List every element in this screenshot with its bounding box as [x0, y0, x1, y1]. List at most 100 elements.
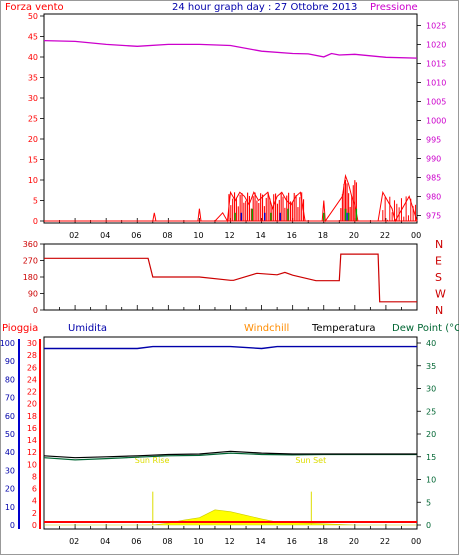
sunset-label: Sun Set: [295, 456, 326, 465]
sunrise-label: Sun Rise: [135, 456, 170, 465]
x-tick-label: 22: [380, 537, 390, 546]
dir-compass-label: N: [435, 238, 443, 251]
rain-tick-label: 8: [32, 472, 37, 481]
y-left-tick-label: 25: [28, 115, 38, 124]
y-left-tick-label: 35: [28, 74, 38, 83]
series-temperature-line: [43, 450, 417, 459]
humidity-tick-label: 0: [10, 521, 15, 530]
y-left-tick-label: 30: [28, 94, 38, 103]
label-dewpoint: Dew Point (°C: [392, 323, 459, 334]
rain-tick-label: 10: [27, 460, 37, 469]
x-tick-label: 20: [349, 231, 359, 240]
rain-tick-label: 24: [27, 375, 37, 384]
temp-tick-label: 15: [426, 453, 436, 462]
dir-y-tick-label: 0: [33, 306, 38, 315]
rain-tick-label: 4: [32, 497, 37, 506]
y-left-tick-label: 20: [28, 135, 38, 144]
header-title: 24 hour graph day : 27 Ottobre 2013: [172, 2, 357, 13]
x-tick-label: 04: [100, 537, 110, 546]
rain-tick-label: 2: [32, 509, 37, 518]
rain-tick-label: 14: [27, 436, 37, 445]
rain-tick-label: 28: [27, 351, 37, 360]
humidity-tick-label: 60: [5, 412, 15, 421]
humidity-tick-label: 90: [5, 357, 15, 366]
x-tick-label: 18: [318, 537, 328, 546]
rain-tick-label: 20: [27, 400, 37, 409]
y-left-tick-label: 45: [28, 33, 38, 42]
dir-compass-label: S: [435, 271, 442, 284]
label-pioggia: Pioggia: [2, 323, 38, 334]
y-right-tick-label: 990: [426, 154, 441, 163]
x-tick-label: 12: [225, 231, 235, 240]
humidity-tick-label: 40: [5, 448, 15, 457]
rain-tick-label: 30: [27, 339, 37, 348]
temp-tick-label: 0: [426, 521, 431, 530]
temp-tick-label: 40: [426, 339, 436, 348]
temp-tick-label: 35: [426, 362, 436, 371]
x-tick-label: 16: [287, 537, 297, 546]
rain-tick-label: 6: [32, 485, 37, 494]
y-left-tick-label: 15: [28, 156, 38, 165]
humidity-tick-label: 50: [5, 430, 15, 439]
x-tick-label: 14: [256, 537, 266, 546]
series-direction-line: [44, 253, 417, 303]
temp-tick-label: 30: [426, 385, 436, 394]
y-right-tick-label: 985: [426, 173, 441, 182]
x-tick-label: 10: [193, 231, 203, 240]
x-tick-label: 10: [193, 537, 203, 546]
dir-y-tick-label: 90: [28, 290, 38, 299]
x-tick-label: 00: [411, 231, 421, 240]
temp-tick-label: 5: [426, 498, 431, 507]
temp-tick-label: 20: [426, 430, 436, 439]
x-tick-label: 00: [411, 537, 421, 546]
x-tick-label: 18: [318, 231, 328, 240]
header-pressure-label: Pressione: [370, 2, 418, 13]
x-tick-label: 14: [256, 231, 266, 240]
series-humidity-line: [44, 345, 417, 350]
temp-tick-label: 10: [426, 476, 436, 485]
y-right-tick-label: 1015: [426, 59, 446, 68]
x-tick-label: 06: [131, 231, 141, 240]
x-tick-label: 06: [131, 537, 141, 546]
y-right-tick-label: 1005: [426, 97, 446, 106]
humidity-tick-label: 10: [5, 503, 15, 512]
rain-tick-label: 12: [27, 448, 37, 457]
x-tick-label: 08: [162, 231, 172, 240]
humidity-tick-label: 30: [5, 466, 15, 475]
label-windchill: Windchill: [244, 323, 289, 334]
y-right-tick-label: 1000: [426, 116, 446, 125]
y-right-tick-label: 975: [426, 211, 441, 220]
x-tick-label: 02: [69, 537, 79, 546]
panel-temp-frame: [43, 336, 418, 530]
dir-y-tick-label: 180: [23, 273, 38, 282]
y-left-tick-label: 40: [28, 53, 38, 62]
x-tick-label: 04: [100, 231, 110, 240]
dir-compass-label: E: [435, 255, 442, 268]
x-tick-label: 16: [287, 231, 297, 240]
chart-layer: 0510152025303540455097598098599099510001…: [0, 12, 446, 546]
y-right-tick-label: 1020: [426, 40, 446, 49]
humidity-tick-label: 100: [0, 339, 15, 348]
dir-compass-label: W: [435, 288, 446, 301]
rain-tick-label: 18: [27, 412, 37, 421]
x-tick-label: 20: [349, 537, 359, 546]
x-tick-label: 12: [225, 537, 235, 546]
rain-tick-label: 26: [27, 363, 37, 372]
x-tick-label: 02: [69, 231, 79, 240]
label-temperatura: Temperatura: [311, 323, 376, 334]
y-right-tick-label: 980: [426, 192, 441, 201]
x-tick-label: 08: [162, 537, 172, 546]
y-left-tick-label: 0: [33, 217, 38, 226]
y-right-tick-label: 995: [426, 135, 441, 144]
x-tick-label: 22: [380, 231, 390, 240]
y-left-tick-label: 10: [28, 176, 38, 185]
series-pressure-line: [43, 39, 418, 59]
label-umidita: Umidita: [68, 323, 107, 334]
y-right-tick-label: 1010: [426, 78, 446, 87]
rain-tick-label: 16: [27, 424, 37, 433]
y-left-tick-label: 50: [28, 12, 38, 21]
humidity-tick-label: 70: [5, 394, 15, 403]
header-wind-label: Forza vento: [5, 2, 64, 13]
